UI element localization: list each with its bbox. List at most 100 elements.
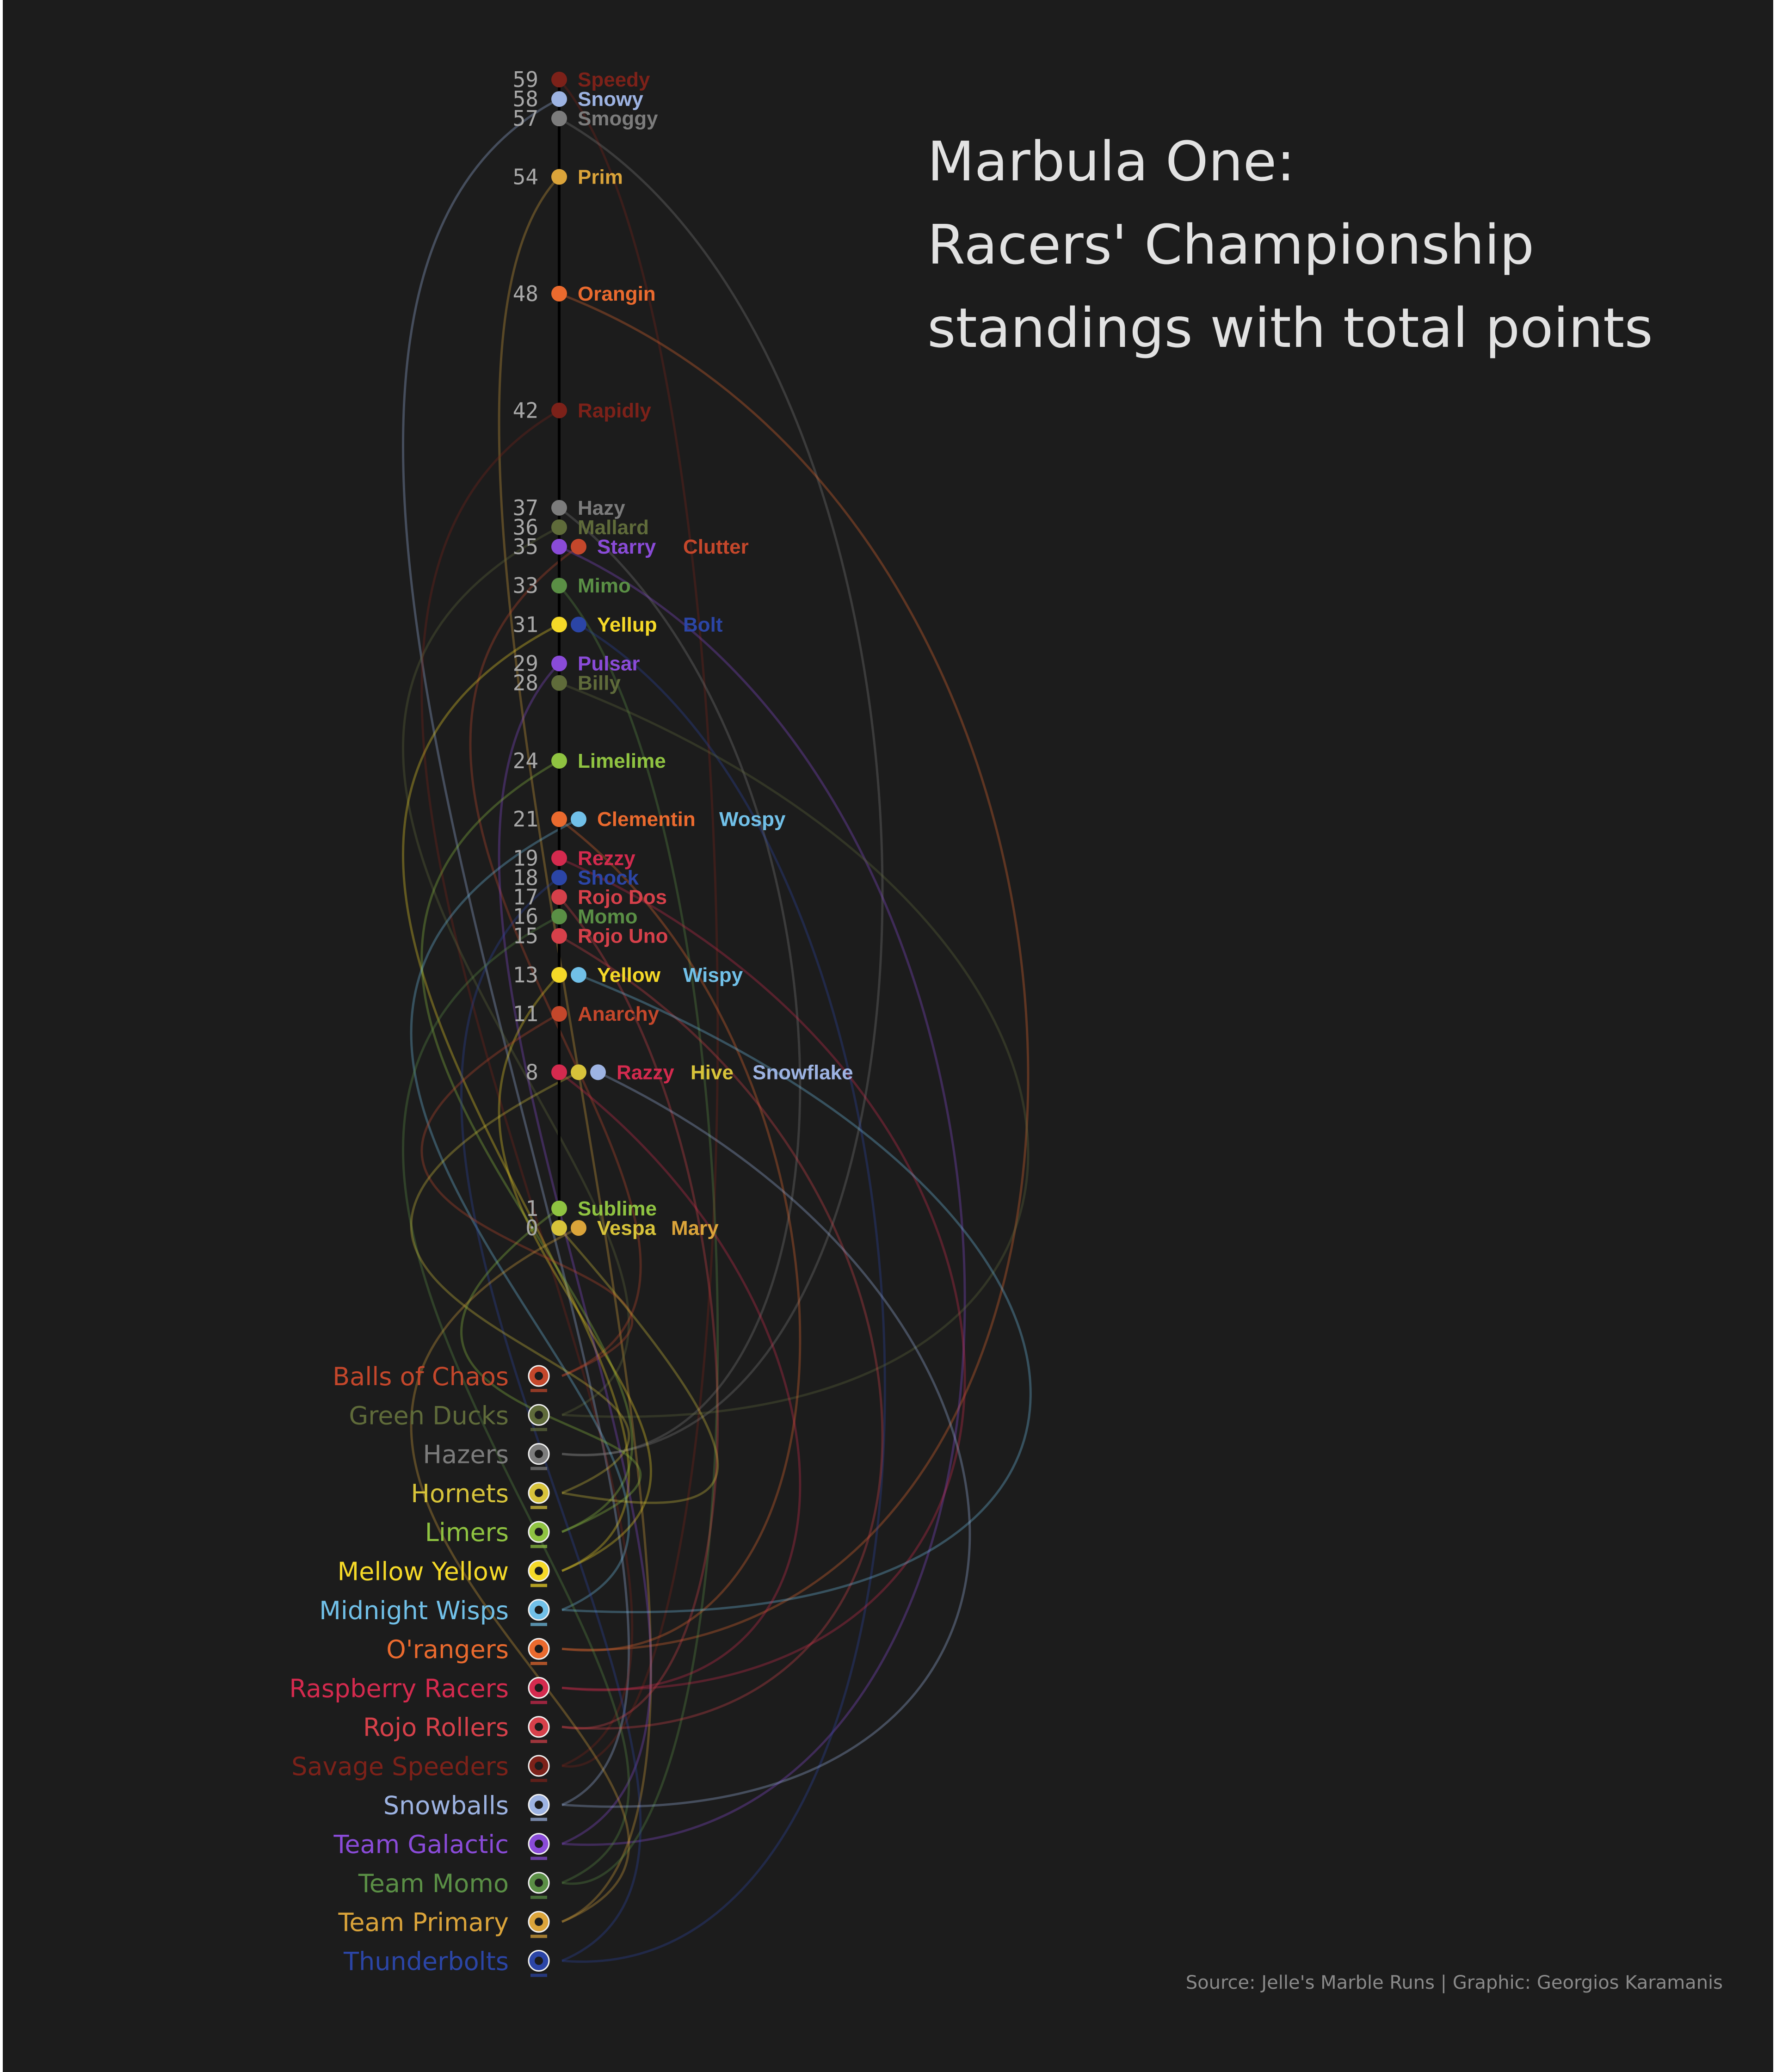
racer-points-markers <box>551 72 606 1236</box>
team-legend-item: Team Galactic <box>333 1830 550 1860</box>
points-tick-label: 19 <box>513 845 538 870</box>
points-tick-label: 24 <box>513 748 538 773</box>
team-legend: Balls of Chaos Green Ducks Hazers Hornets Li… <box>289 1362 550 1977</box>
racer-dot-vespa <box>551 1220 567 1236</box>
team-name-balls-of-chaos: Balls of Chaos <box>333 1362 509 1391</box>
racer-label-clutter: Clutter <box>683 536 749 558</box>
points-tick-label: 16 <box>513 904 538 929</box>
galactic-logo-icon <box>528 1833 550 1860</box>
racer-label-wispy: Wispy <box>683 964 743 987</box>
racer-dot-starry <box>551 539 567 555</box>
racer-dot-rojo-dos <box>551 889 567 905</box>
orange-logo-icon <box>528 1638 550 1665</box>
team-name-savage-speeders: Savage Speeders <box>291 1752 509 1781</box>
connector-curve-wispy <box>561 974 1032 1613</box>
team-name-rojo-rollers: Rojo Rollers <box>363 1713 509 1742</box>
racer-dot-mary <box>571 1220 586 1236</box>
connector-curve-limelime <box>420 759 634 1533</box>
racer-label-billy: Billy <box>578 672 621 695</box>
connector-curve-billy <box>559 682 1030 1418</box>
team-legend-item: Rojo Rollers <box>363 1713 550 1743</box>
racer-label-limelime: Limelime <box>578 750 666 772</box>
connector-curve-hive <box>410 1071 630 1494</box>
snowflake-logo-icon <box>528 1794 550 1821</box>
connector-curve-rapidly <box>420 409 634 1767</box>
connector-curve-snowy <box>401 98 630 1806</box>
primary-logo-icon <box>528 1911 550 1938</box>
wisp-logo-icon <box>528 1599 550 1626</box>
team-name-team-galactic: Team Galactic <box>333 1830 509 1859</box>
duck-logo-icon <box>528 1404 550 1431</box>
racer-dot-limelime <box>551 752 567 769</box>
racer-label-pulsar: Pulsar <box>578 653 640 675</box>
points-tick-label: 37 <box>513 495 538 520</box>
team-name-mellow-yellow: Mellow Yellow <box>338 1557 509 1586</box>
racer-dot-rezzy <box>551 850 567 866</box>
team-connector-curves <box>401 79 1032 1963</box>
connector-curve-prim <box>498 176 652 1923</box>
racer-label-mary: Mary <box>671 1217 719 1240</box>
team-legend-item: Balls of Chaos <box>333 1362 550 1392</box>
connector-curve-starry <box>558 545 966 1846</box>
points-tick-label: 21 <box>513 807 538 832</box>
racer-dot-clutter <box>571 539 586 555</box>
team-legend-item: Midnight Wisps <box>319 1596 550 1626</box>
racer-dot-rojo-uno <box>551 928 567 944</box>
team-legend-item: Savage Speeders <box>291 1752 550 1782</box>
points-tick-label: 28 <box>513 671 538 696</box>
racer-dot-shock <box>551 870 567 886</box>
team-legend-item: Mellow Yellow <box>338 1557 550 1587</box>
connector-curve-hazy <box>558 506 802 1456</box>
racer-dot-wospy <box>571 811 586 827</box>
racer-label-mimo: Mimo <box>578 574 631 597</box>
hornet-logo-icon <box>528 1482 550 1509</box>
team-name-thunderbolts: Thunderbolts <box>343 1947 509 1976</box>
points-tick-label: 54 <box>513 164 538 189</box>
points-tick-label: 31 <box>513 612 538 637</box>
racer-label-orangin: Orangin <box>578 283 656 305</box>
rojo-logo-icon <box>528 1716 550 1743</box>
speeder-logo-icon <box>528 1755 550 1782</box>
points-tick-label: 8 <box>525 1060 538 1085</box>
racer-dot-mimo <box>551 578 567 594</box>
team-legend-item: Limers <box>425 1518 550 1548</box>
racer-dot-anarchy <box>551 1006 567 1022</box>
racer-label-anarchy: Anarchy <box>578 1003 660 1025</box>
racer-label-hazy: Hazy <box>578 497 625 519</box>
racer-dot-sublime <box>551 1200 567 1216</box>
racer-label-yellup: Yellup <box>597 613 657 636</box>
racer-label-starry: Starry <box>597 536 656 558</box>
team-legend-item: Snowballs <box>383 1791 550 1821</box>
connector-curve-rojo-dos <box>558 896 719 1730</box>
team-legend-item: Thunderbolts <box>343 1947 550 1977</box>
connector-curve-momo <box>402 915 630 1884</box>
racer-label-smoggy: Smoggy <box>578 107 658 130</box>
racer-label-prim: Prim <box>578 166 623 188</box>
team-name-midnight-wisps: Midnight Wisps <box>319 1596 509 1625</box>
connector-curve-rojo-uno <box>558 935 884 1730</box>
chart-caption: Source: Jelle's Marble Runs | Graphic: G… <box>1186 1972 1723 1993</box>
chart-title-line-2: Racers' Championship <box>927 213 1534 277</box>
points-tick-label: 13 <box>513 962 538 987</box>
racer-dot-billy <box>551 675 567 691</box>
racer-label-clementin: Clementin <box>597 808 696 831</box>
hazers-logo-icon <box>528 1443 550 1470</box>
racer-label-rojo-uno: Rojo Uno <box>578 925 668 948</box>
racer-label-shock: Shock <box>578 866 639 889</box>
team-name-team-primary: Team Primary <box>338 1908 509 1937</box>
racer-dot-bolt <box>571 617 586 633</box>
chaos-logo-icon <box>528 1365 550 1392</box>
racer-name-labels: Vespa Mary Sublime Razzy Hive Snowflake Anarch… <box>578 68 853 1240</box>
yellow-logo-icon <box>528 1560 550 1587</box>
racer-dot-hive <box>571 1064 586 1080</box>
connector-curve-anarchy <box>420 1012 634 1377</box>
racer-dot-clementin <box>551 811 567 827</box>
racer-label-snowflake: Snowflake <box>752 1061 853 1084</box>
team-legend-item: Green Ducks <box>349 1401 550 1431</box>
connector-curve-razzy <box>558 1071 802 1691</box>
momo-logo-icon <box>528 1872 550 1899</box>
racer-dot-wispy <box>571 967 586 983</box>
connector-curve-yellow <box>498 974 652 1572</box>
